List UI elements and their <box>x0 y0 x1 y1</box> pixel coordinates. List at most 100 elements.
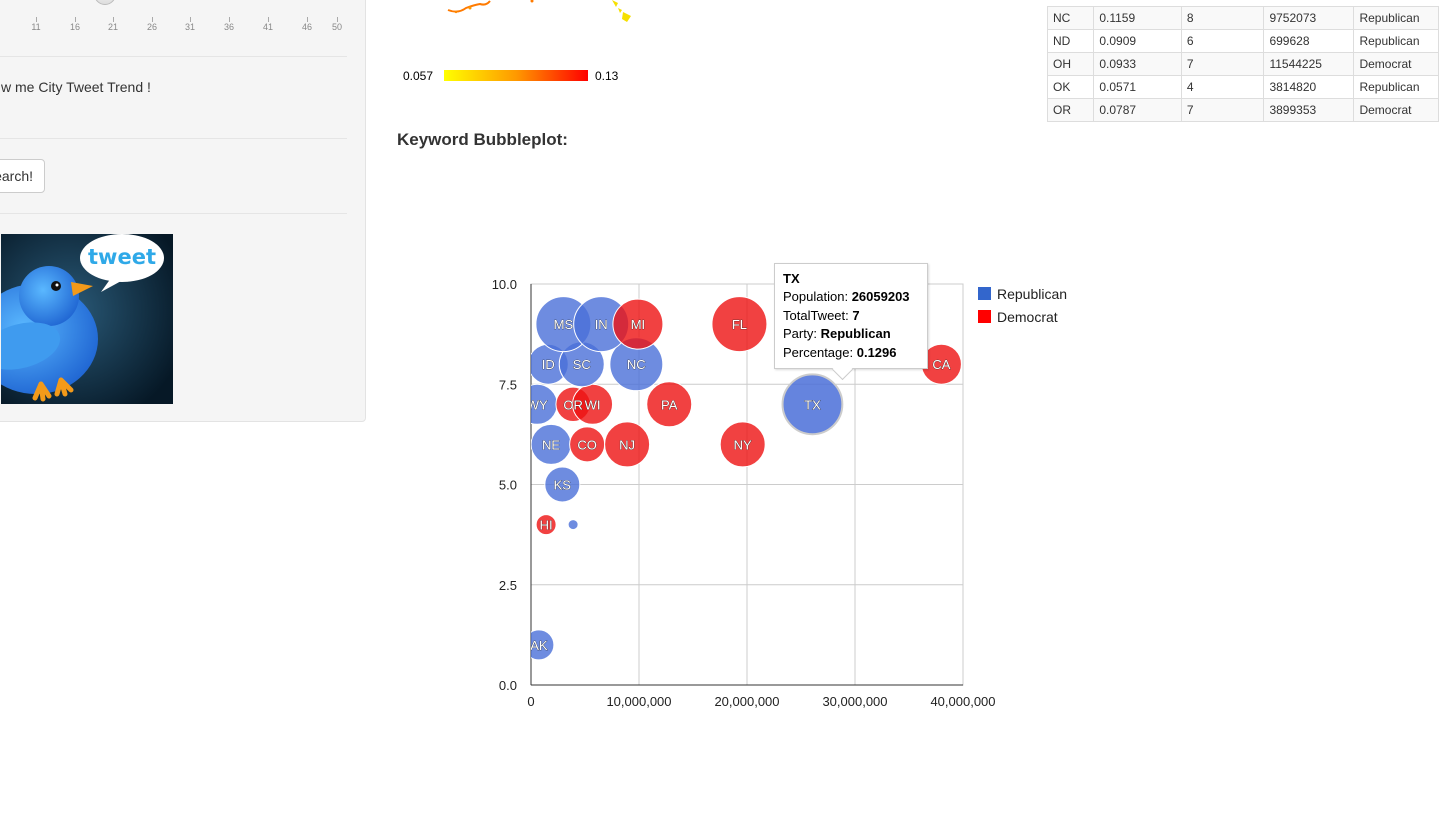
bubble-nj[interactable] <box>604 421 651 468</box>
tooltip-state: TX <box>783 271 800 286</box>
map-legend-min: 0.057 <box>403 69 434 83</box>
table-cell: 0.0933 <box>1093 52 1182 76</box>
table-cell: 11544225 <box>1263 52 1355 76</box>
table-cell: 3814820 <box>1263 75 1355 99</box>
table-cell: NC <box>1046 6 1095 30</box>
y-tick-label: 10.0 <box>492 277 517 292</box>
table-cell: ND <box>1046 29 1095 53</box>
divider <box>0 213 347 214</box>
legend-item-republican[interactable]: Republican <box>978 282 1067 305</box>
tooltip-tweets: 7 <box>852 307 860 323</box>
slider-tick-label: 11 <box>31 22 41 32</box>
tooltip-party: Republican <box>820 326 891 342</box>
table-cell: 6 <box>1180 29 1265 53</box>
legend-label-republican: Republican <box>997 285 1068 302</box>
x-tick-label: 20,000,000 <box>714 694 779 709</box>
bubble-label: MS <box>554 317 574 332</box>
tooltip-percentage: 0.1296 <box>856 344 897 360</box>
table-row: OR 0.0787 7 3899353 Democrat <box>1046 98 1439 122</box>
table-cell: 0.0787 <box>1093 98 1182 122</box>
slider-tick-mark <box>337 17 338 22</box>
legend-swatch-republican <box>978 287 991 300</box>
choropleth-map-fragment <box>447 0 631 22</box>
table-cell: Democrat <box>1353 52 1439 76</box>
slider-tick-mark <box>36 17 37 22</box>
bubble-ks[interactable] <box>544 466 581 503</box>
y-tick-label: 2.5 <box>499 578 517 593</box>
slider-tick-mark <box>229 17 230 22</box>
bubble-label: HI <box>540 518 553 533</box>
slider-tick-label: 21 <box>107 22 119 32</box>
table-cell: OK <box>1046 75 1095 99</box>
slider-tick-label: 46 <box>301 22 313 32</box>
bubble-mi[interactable] <box>612 298 664 350</box>
table-cell: 0.1159 <box>1093 6 1182 30</box>
bubble-label: WI <box>585 397 601 412</box>
bubble-label: AK <box>530 638 548 653</box>
svg-text:tweet: tweet <box>88 245 156 269</box>
bubble-label: SC <box>573 357 591 372</box>
bubble-label: IN <box>595 317 608 332</box>
table-row: NC 0.1159 8 9752073 Republican <box>1046 6 1439 30</box>
tooltip-percentage-label: Percentage: <box>783 344 854 360</box>
table-cell: 7 <box>1180 52 1265 76</box>
slider-tick-mark <box>268 17 269 22</box>
table-cell: 0.0571 <box>1093 75 1182 99</box>
map-color-scale <box>444 70 588 81</box>
table-row: ND 0.0909 6 699628 Republican <box>1046 29 1439 53</box>
bubble-label: KS <box>554 478 572 493</box>
bubble-label: NE <box>542 437 560 452</box>
table-row: OK 0.0571 4 3814820 Republican <box>1046 75 1439 99</box>
bubble-label: TX <box>804 397 821 412</box>
bubble-ak[interactable] <box>524 629 555 661</box>
bubble-label: OR <box>563 397 583 412</box>
divider <box>0 56 347 57</box>
state-data-table: NC 0.1159 8 9752073 Republican ND 0.0909 6 69962… <box>1046 6 1439 122</box>
bubble-tx[interactable] <box>781 373 844 436</box>
table-row: OH 0.0933 7 11544225 Democrat <box>1046 52 1439 76</box>
tooltip-population-label: Population: <box>783 289 849 305</box>
table-cell: OR <box>1046 98 1095 122</box>
city-trend-checkbox-label[interactable]: w me City Tweet Trend ! <box>1 79 151 95</box>
legend-item-democrat[interactable]: Democrat <box>978 305 1067 328</box>
bubble-unlabeled[interactable] <box>567 519 579 531</box>
x-tick-label: 40,000,000 <box>930 694 995 709</box>
slider-tick-label: 36 <box>223 22 235 32</box>
legend-label-democrat: Democrat <box>997 308 1058 325</box>
sidebar-panel: 11 16 21 26 31 36 41 46 50 w me City Tweet Trend… <box>0 0 366 422</box>
slider-tick-mark <box>113 17 114 22</box>
table-cell: Democrat <box>1353 98 1439 122</box>
bubble-label: NC <box>627 357 646 372</box>
table-cell: 7 <box>1180 98 1265 122</box>
slider-handle[interactable] <box>94 0 116 5</box>
bubbleplot-title: Keyword Bubbleplot: <box>397 130 568 149</box>
bubble-fl[interactable] <box>711 296 768 353</box>
tooltip-tweets-label: TotalTweet: <box>783 307 849 323</box>
bubble-label: NJ <box>619 437 635 452</box>
legend-swatch-democrat <box>978 310 991 323</box>
table-cell: Republican <box>1353 29 1439 53</box>
bubble-pa[interactable] <box>646 381 693 428</box>
search-button[interactable]: Search! <box>0 159 45 193</box>
table-cell: 8 <box>1180 6 1265 30</box>
bubble-label: ID <box>542 357 555 372</box>
slider-tick-mark <box>152 17 153 22</box>
table-cell: 699628 <box>1263 29 1355 53</box>
table-cell: 9752073 <box>1263 6 1355 30</box>
x-tick-label: 0 <box>527 694 534 709</box>
bubble-label: CO <box>577 437 597 452</box>
tooltip-party-label: Party: <box>783 326 817 342</box>
bubble-label: NY <box>734 437 752 452</box>
bubble-layer: AK HI KS NE CO NJ NY WY OR WI PA TX ID SC NC CA MS IN MI FL <box>524 296 962 661</box>
bubble-hi[interactable] <box>535 514 557 536</box>
keyword-bubble-chart: 0 10,000,000 20,000,000 30,000,000 40,000,00… <box>492 277 996 709</box>
y-tick-label: 5.0 <box>499 478 517 493</box>
tweet-bird-logo: tweet <box>1 234 173 404</box>
slider-tick-label: 31 <box>184 22 196 32</box>
x-tick-label: 30,000,000 <box>822 694 887 709</box>
chart-legend: Republican Democrat <box>978 282 1067 328</box>
bubble-tooltip: TX Population: 26059203 TotalTweet: 7 Pa… <box>774 263 928 381</box>
bubble-ny[interactable] <box>719 421 766 468</box>
slider-tick-mark <box>307 17 308 22</box>
table-cell: 4 <box>1180 75 1265 99</box>
